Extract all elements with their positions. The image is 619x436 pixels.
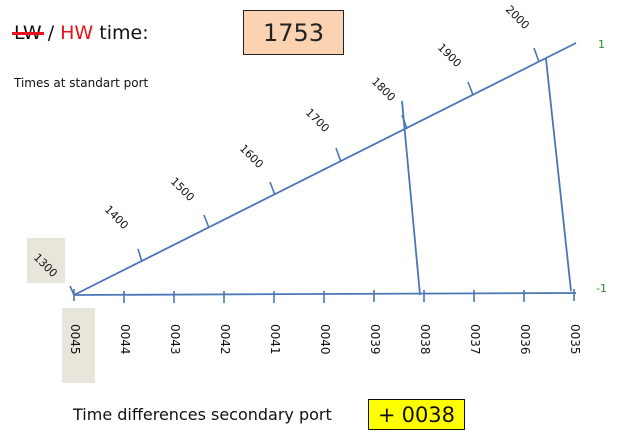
title-separator: / bbox=[47, 22, 55, 44]
upper-label-1500: 1500 bbox=[168, 175, 197, 204]
lower-label-0042: 0042 bbox=[218, 324, 232, 355]
lower-label-0043: 0043 bbox=[168, 324, 182, 355]
lw-label: LW bbox=[14, 22, 42, 44]
time-difference-box: + 0038 bbox=[368, 399, 465, 430]
upper-label-1700: 1700 bbox=[303, 106, 332, 135]
zero-diff-highlight bbox=[62, 308, 95, 383]
lower-label-0045: 0045 bbox=[68, 324, 82, 355]
upper-label-2000: 2000 bbox=[503, 3, 532, 32]
standard-port-time-box: 1753 bbox=[243, 10, 344, 55]
lower-label-0038: 0038 bbox=[418, 324, 432, 355]
upper-tick-1500 bbox=[203, 214, 210, 229]
upper-label-1400: 1400 bbox=[102, 203, 131, 232]
time-difference-value: 0038 bbox=[401, 402, 456, 427]
upper-label-1900: 1900 bbox=[435, 41, 464, 70]
scale-bottom-marker: -1 bbox=[596, 282, 607, 295]
reference-connector-line bbox=[545, 58, 572, 292]
standard-port-time-value: 1753 bbox=[262, 18, 325, 47]
time-difference-label: Time differences secondary port bbox=[73, 405, 332, 424]
lower-label-0036: 0036 bbox=[518, 324, 532, 355]
upper-ticks bbox=[69, 47, 540, 296]
hw-label: HW bbox=[60, 22, 94, 44]
lower-labels: 0045 0044 0043 0042 0041 0040 0039 0038 … bbox=[68, 324, 582, 355]
lower-ticks bbox=[73, 289, 575, 303]
upper-label-1800: 1800 bbox=[369, 75, 398, 104]
upper-tick-1700 bbox=[335, 147, 342, 163]
upper-scale-line bbox=[73, 42, 577, 296]
time-connector-line bbox=[401, 100, 421, 296]
lower-label-0035: 0035 bbox=[568, 324, 582, 355]
upper-label-1300: 1300 bbox=[31, 251, 60, 280]
upper-label-1600: 1600 bbox=[237, 142, 266, 171]
time-label: time: bbox=[99, 22, 149, 44]
tide-type-title: LW / HW time: bbox=[14, 22, 149, 44]
upper-tick-1900 bbox=[467, 81, 474, 96]
upper-labels: 1300 1400 1500 1600 1700 1800 1900 2000 bbox=[31, 3, 532, 280]
lower-label-0044: 0044 bbox=[118, 324, 132, 355]
upper-tick-1800 bbox=[401, 114, 408, 130]
scale-top-marker: 1 bbox=[598, 38, 605, 51]
lower-label-0037: 0037 bbox=[468, 324, 482, 355]
start-label-highlight bbox=[27, 238, 65, 283]
lower-label-0039: 0039 bbox=[368, 324, 382, 355]
lower-label-0040: 0040 bbox=[318, 324, 332, 355]
subtitle: Times at standart port bbox=[14, 76, 149, 90]
upper-tick-1600 bbox=[269, 181, 276, 196]
lower-scale-line bbox=[73, 292, 577, 296]
lower-label-0041: 0041 bbox=[268, 324, 282, 355]
upper-tick-2000 bbox=[533, 47, 540, 63]
time-difference-sign: + bbox=[377, 402, 396, 427]
upper-tick-1400 bbox=[137, 248, 143, 263]
